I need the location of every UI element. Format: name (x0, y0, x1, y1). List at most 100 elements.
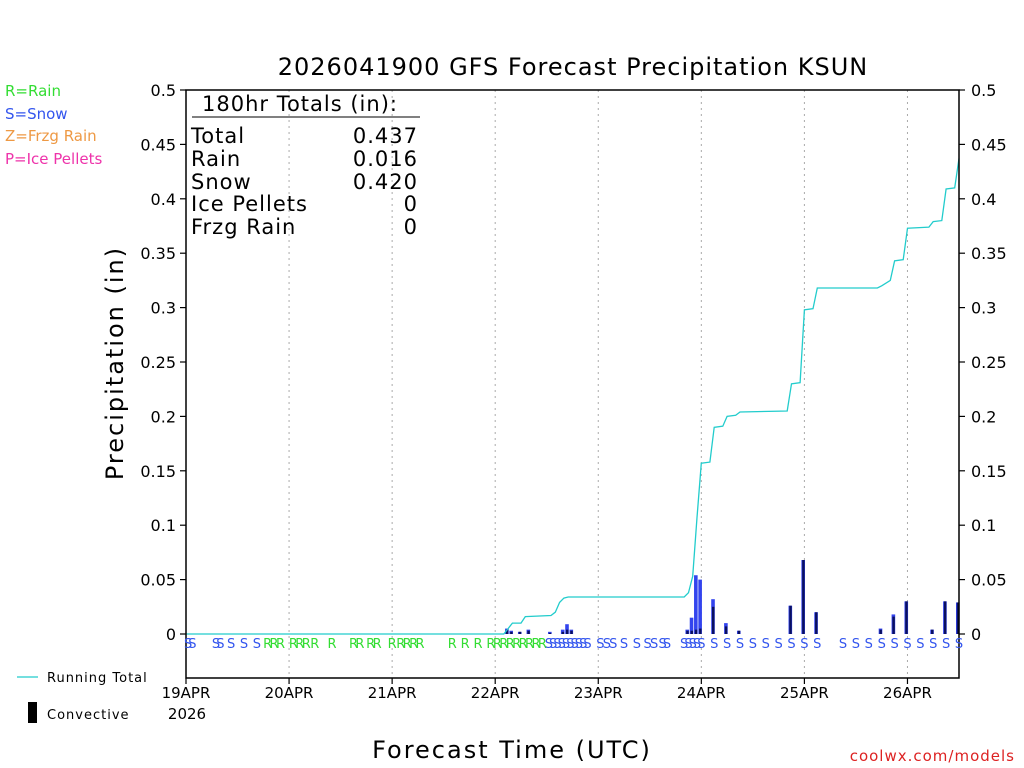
gridlines (288, 90, 908, 678)
y-tick-label-right-8: 0.4 (971, 190, 996, 209)
y-tick-label-right-5: 0.25 (971, 353, 1007, 372)
y-axis-left: 0 0.05 0.1 0.15 0.2 0.25 0.3 0.35 0.4 0.45 0.5 (140, 81, 186, 644)
ptype-marker-46: S (596, 637, 604, 652)
convective-bar-17 (815, 612, 818, 634)
totals-total-label: Total (190, 124, 245, 148)
x-tick-label-6: 25APR (780, 684, 829, 702)
ptype-marker-44: S (579, 637, 587, 652)
legend-rain: R=Rain (5, 82, 61, 100)
precip-bar-6 (565, 624, 569, 634)
ptype-marker-67: S (800, 637, 808, 652)
ptype-marker-68: S (813, 637, 821, 652)
ptype-marker-40: S (562, 637, 570, 652)
legend-frzg-rain: Z=Frzg Rain (5, 127, 97, 145)
ptype-marker-15: R (349, 637, 358, 652)
ptype-marker-47: S (603, 637, 611, 652)
convective-bar-0 (505, 629, 509, 634)
credit-text: coolwx.com/models (850, 747, 1015, 765)
x-axis-label: Forecast Time (UTC) (372, 736, 652, 764)
x-tick-label-3: 22APR (471, 684, 520, 702)
convective-bar-2 (518, 631, 522, 634)
ptype-marker-65: S (775, 637, 783, 652)
x-tick-label-2: 21APR (368, 684, 417, 702)
x-tick-label-0: 19APR (162, 684, 211, 702)
totals-title: 180hr Totals (in): (202, 92, 398, 116)
totals-ice-pellets-label: Ice Pellets (191, 192, 308, 216)
convective-bar-4 (548, 632, 552, 634)
ptype-marker-21: R (403, 637, 412, 652)
totals-total-value: 0.437 (353, 124, 418, 148)
ptype-marker-31: R (512, 637, 521, 652)
convective-bar-7 (570, 630, 573, 634)
ptype-marker-55: S (680, 637, 688, 652)
ptype-marker-56: S (684, 637, 692, 652)
totals-snow-value: 0.420 (353, 170, 418, 194)
y-axis-right: 0 0.05 0.1 0.15 0.2 0.25 0.3 0.35 0.4 0.45 0.5 (959, 81, 1007, 644)
totals-ice-pellets-value: 0 (404, 192, 418, 216)
y-tick-label-right-9: 0.45 (971, 135, 1007, 154)
convective-bar-21 (931, 629, 934, 634)
ptype-marker-71: S (865, 637, 873, 652)
ptype-marker-13: R (310, 637, 319, 652)
convective-bar-6 (566, 629, 569, 634)
y-tick-label-right-2: 0.1 (971, 516, 996, 535)
ptype-marker-75: S (916, 637, 924, 652)
ptype-marker-32: R (519, 637, 528, 652)
plot-frame (185, 89, 960, 679)
totals-frzg-rain-value: 0 (404, 215, 418, 239)
ptype-marker-64: S (762, 637, 770, 652)
ptype-marker-27: R (486, 637, 495, 652)
y-tick-label-left-7: 0.35 (140, 244, 176, 263)
ptype-marker-5: S (240, 637, 248, 652)
x-tick-label-5: 24APR (677, 684, 726, 702)
ptype-marker-24: R (448, 637, 457, 652)
ptype-marker-53: S (659, 637, 667, 652)
convective-bar-11 (699, 628, 702, 634)
series-legend: Running Total Convective (17, 671, 148, 723)
ptype-marker-50: S (633, 637, 641, 652)
ptype-marker-51: S (644, 637, 652, 652)
y-tick-label-left-2: 0.1 (151, 516, 176, 535)
ptype-marker-37: S (549, 637, 557, 652)
x-tick-sublabel-0: 2026 (168, 705, 206, 723)
y-tick-label-right-7: 0.35 (971, 244, 1007, 263)
y-tick-label-left-1: 0.05 (140, 571, 176, 590)
totals-box: 180hr Totals (in): Total 0.437 Rain 0.01… (190, 92, 420, 239)
y-tick-label-left-9: 0.45 (140, 135, 176, 154)
ptype-marker-11: R (295, 637, 304, 652)
ptype-marker-70: S (852, 637, 860, 652)
ptype-marker-72: S (878, 637, 886, 652)
legend-running-total-label: Running Total (47, 671, 148, 686)
ptype-marker-74: S (903, 637, 911, 652)
ptype-marker-0: S (184, 637, 192, 652)
ptype-marker-36: S (545, 637, 553, 652)
ptype-marker-6: S (253, 637, 261, 652)
y-tick-label-right-1: 0.05 (971, 571, 1007, 590)
y-axis-label: Precipitation (in) (101, 246, 129, 480)
legend-snow: S=Snow (5, 105, 68, 123)
x-tick-label-1: 20APR (265, 684, 314, 702)
x-tick-label-4: 23APR (574, 684, 623, 702)
y-tick-label-right-10: 0.5 (971, 81, 996, 100)
precip-bar-11 (698, 579, 702, 634)
ptype-marker-22: R (409, 637, 418, 652)
ptype-marker-59: S (697, 637, 705, 652)
y-tick-label-left-6: 0.3 (151, 299, 176, 318)
ptype-marker-16: R (355, 637, 364, 652)
y-tick-label-left-10: 0.5 (151, 81, 176, 100)
ptype-marker-30: R (506, 637, 515, 652)
ptype-marker-12: R (302, 637, 311, 652)
ptype-marker-43: S (575, 637, 583, 652)
convective-bar-3 (527, 630, 530, 634)
ptype-marker-2: S (212, 637, 220, 652)
ptype-marker-54: S (663, 637, 671, 652)
ptype-marker-19: R (388, 637, 397, 652)
ptype-marker-38: S (553, 637, 561, 652)
ptype-marker-10: R (289, 637, 298, 652)
ptype-marker-49: S (620, 637, 628, 652)
convective-bar-14 (737, 630, 741, 634)
ptype-marker-69: S (839, 637, 847, 652)
ptype-marker-4: S (227, 637, 235, 652)
convective-bar-15 (789, 605, 792, 634)
convective-bar-13 (724, 626, 728, 634)
